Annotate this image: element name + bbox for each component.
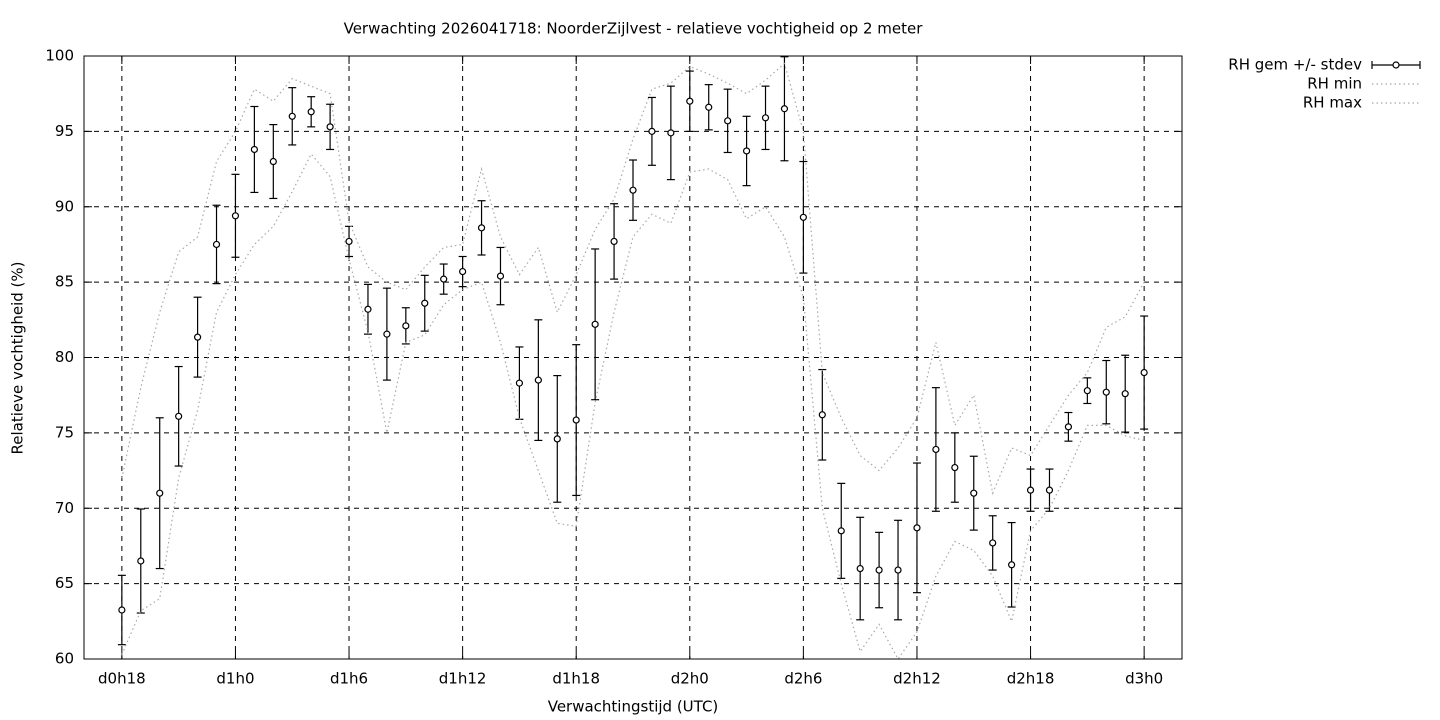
y-tick-label: 95	[55, 122, 74, 140]
point	[705, 103, 713, 111]
legend-label: RH gem +/- stdev	[1228, 56, 1362, 74]
x-tick-label: d2h18	[1007, 670, 1055, 688]
point	[724, 117, 732, 125]
y-tick-label: 75	[55, 423, 74, 441]
point	[1140, 368, 1148, 377]
x-tick-label: d1h0	[216, 670, 254, 688]
point	[440, 275, 448, 283]
point	[989, 539, 997, 547]
point	[118, 606, 126, 614]
point	[1121, 390, 1129, 398]
point	[1008, 561, 1016, 569]
point	[951, 463, 959, 472]
point	[913, 524, 921, 532]
y-tick-label: 65	[55, 574, 74, 592]
point	[1026, 486, 1035, 494]
point	[875, 566, 883, 574]
dotted-line	[121, 62, 1145, 496]
point	[326, 123, 334, 131]
x-tick-label: d1h12	[439, 670, 487, 688]
point	[156, 489, 164, 497]
x-tick-label: d2h6	[784, 670, 822, 688]
point	[818, 411, 826, 419]
y-axis-label: Relatieve vochtigheid (%)	[9, 261, 27, 454]
point	[231, 212, 240, 220]
point	[364, 305, 372, 313]
point	[212, 240, 221, 249]
point	[175, 412, 183, 420]
plot-frame	[83, 55, 1183, 660]
x-axis-label: Verwachtingstijd (UTC)	[548, 698, 719, 716]
point	[1102, 388, 1110, 396]
point	[421, 299, 429, 307]
point	[515, 379, 524, 387]
point	[799, 213, 807, 221]
x-tick-label: d3h0	[1125, 670, 1163, 688]
point	[610, 237, 618, 246]
point	[288, 112, 296, 120]
point	[250, 145, 258, 154]
x-tick-label: d1h6	[330, 670, 368, 688]
point	[837, 527, 845, 535]
point	[402, 322, 410, 330]
point	[137, 557, 145, 565]
point	[572, 416, 580, 424]
point	[553, 435, 561, 443]
y-tick-label: 70	[55, 499, 74, 517]
point	[970, 489, 978, 497]
point	[742, 147, 751, 155]
y-tick-label: 85	[55, 273, 74, 291]
x-tick-label: d2h0	[671, 670, 709, 688]
point	[1045, 486, 1054, 494]
chart-title: Verwachting 2026041718: NoorderZijlvest …	[344, 20, 924, 38]
point	[667, 129, 675, 137]
point	[1083, 387, 1091, 395]
legend-label: RH min	[1307, 75, 1362, 93]
point	[534, 376, 542, 384]
x-tick-label: d1h18	[552, 670, 600, 688]
point	[686, 97, 694, 105]
point	[459, 267, 467, 276]
y-tick-label: 80	[55, 348, 74, 366]
point	[591, 320, 599, 328]
x-tick-label: d2h12	[893, 670, 941, 688]
legend-swatch	[1392, 61, 1400, 69]
point	[496, 272, 505, 280]
point	[648, 127, 656, 135]
point	[477, 224, 486, 232]
point	[894, 566, 902, 574]
point	[780, 105, 789, 113]
x-tick-label: d0h18	[98, 670, 146, 688]
point	[269, 157, 277, 166]
point	[193, 333, 202, 341]
point	[383, 330, 391, 338]
y-tick-label: 60	[55, 650, 74, 668]
point	[1064, 423, 1073, 431]
point	[761, 114, 770, 122]
y-tick-label: 90	[55, 197, 74, 215]
point	[345, 237, 353, 246]
y-tick-label: 100	[45, 47, 74, 65]
point	[856, 564, 864, 573]
point	[307, 108, 315, 116]
point	[629, 186, 637, 194]
point	[932, 445, 940, 454]
legend-label: RH max	[1303, 94, 1362, 112]
